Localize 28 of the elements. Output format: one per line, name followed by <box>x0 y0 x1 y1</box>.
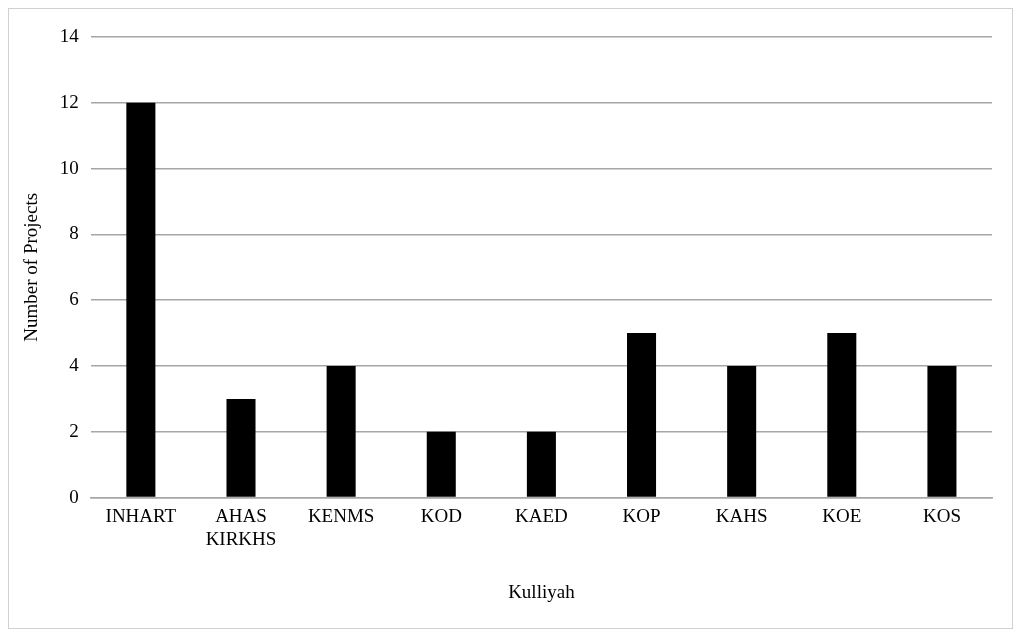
bar <box>226 398 256 497</box>
x-tick-label: KAED <box>515 504 568 526</box>
x-tick-label: KOS <box>922 504 961 526</box>
x-tick-label: KOP <box>622 504 661 526</box>
x-tick-label: KENMS <box>307 504 375 526</box>
x-tick-label: KOE <box>822 504 862 526</box>
bar <box>627 333 657 497</box>
y-tick-label: 4 <box>69 353 80 375</box>
x-axis-title: Kulliyah <box>508 580 576 602</box>
x-tick-label: INHART <box>105 504 177 526</box>
bar <box>927 366 957 497</box>
y-tick-label: 2 <box>69 419 79 441</box>
x-tick-label: KOD <box>420 504 462 526</box>
y-tick-label: 0 <box>69 485 79 507</box>
bar <box>727 366 757 497</box>
y-tick-label: 8 <box>69 222 79 244</box>
y-tick-label: 10 <box>59 156 79 178</box>
y-tick-label: 6 <box>69 288 79 310</box>
x-tick-label: KAHS <box>715 504 768 526</box>
bar <box>126 102 156 497</box>
bar <box>827 333 857 497</box>
bar <box>326 366 356 497</box>
bar <box>526 431 556 497</box>
bar <box>426 431 456 497</box>
y-tick-label: 12 <box>59 90 79 112</box>
y-tick-label: 14 <box>59 24 80 46</box>
x-tick-label: AHAS KIRKHS <box>205 504 277 549</box>
y-axis-title: Number of Projects <box>20 192 42 342</box>
